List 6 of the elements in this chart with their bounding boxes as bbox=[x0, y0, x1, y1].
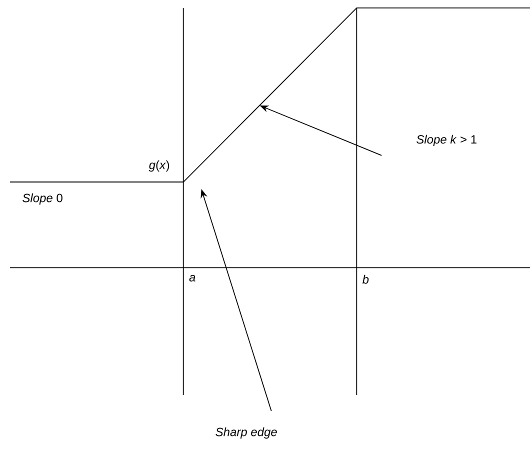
x-tick-label: b bbox=[362, 274, 369, 284]
x-tick-label: a bbox=[189, 274, 196, 282]
text: Sharp edge bbox=[216, 427, 277, 439]
annotation: Slope 0 bbox=[22, 193, 62, 205]
annotation: g(x) bbox=[148, 160, 170, 172]
annotation: Slope k > 1 bbox=[416, 134, 476, 146]
